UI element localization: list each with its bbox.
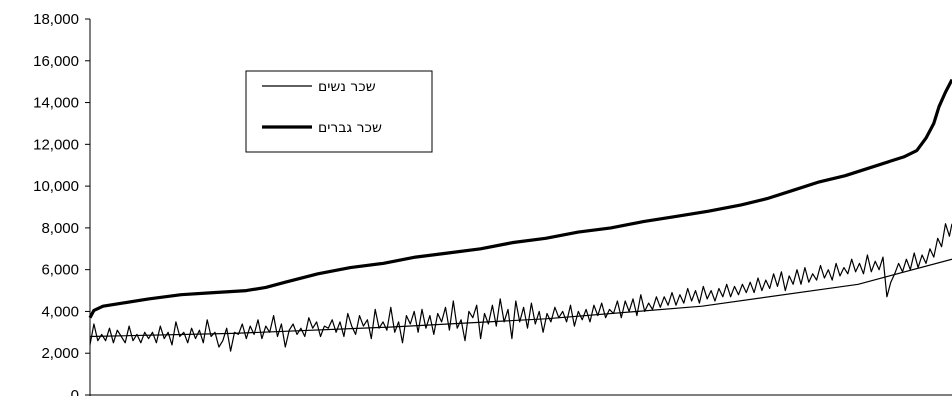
y-tick-label: 16,000 <box>33 53 79 70</box>
legend-label-thick: שכר גברים <box>318 120 382 136</box>
y-tick-label: 4,000 <box>41 303 79 320</box>
y-tick-label: 12,000 <box>33 136 79 153</box>
y-tick-label: 18,000 <box>33 11 79 28</box>
legend: שכר נשים שכר גברים <box>245 70 433 153</box>
y-tick-label: 10,000 <box>33 178 79 195</box>
y-axis: 0 2,000 4,000 6,000 8,000 10,000 12,000 14,000 1… <box>33 11 952 396</box>
y-tick-label: 2,000 <box>41 345 79 362</box>
legend-box <box>245 70 433 153</box>
y-tick-label: 0 <box>71 387 79 396</box>
series-men-line <box>88 78 952 319</box>
legend-label-thin: שכר נשים <box>318 79 376 95</box>
series-layer <box>88 78 952 352</box>
y-tick-label: 6,000 <box>41 262 79 279</box>
y-tick-label: 8,000 <box>41 220 79 237</box>
y-tick-label: 14,000 <box>33 95 79 112</box>
series-women-line <box>89 223 952 352</box>
